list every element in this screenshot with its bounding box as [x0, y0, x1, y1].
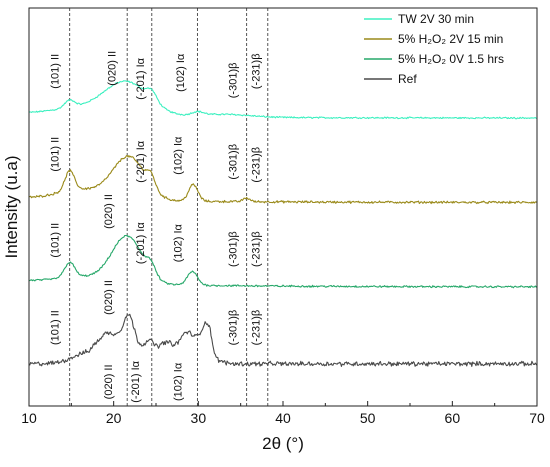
- peak-annotation: (102) Iα: [172, 223, 184, 262]
- peak-annotation: (020) II: [106, 51, 118, 86]
- peak-annotation: (102) Iα: [172, 136, 184, 175]
- legend-label-h2o2_2v: 5% H₂O₂ 2V 15 min: [398, 32, 503, 46]
- x-tick-label: 10: [21, 410, 37, 426]
- legend-label-tw: TW 2V 30 min: [398, 12, 474, 26]
- peak-annotation: (020) II: [103, 280, 115, 315]
- series-line-h2o2_0v: [28, 234, 538, 289]
- annotation-layer: (101) II (020) II (-201) Iα (102) Iα (-301)β…: [50, 51, 263, 403]
- peak-annotation: (020) II: [103, 364, 115, 399]
- series-line-h2o2_2v: [28, 154, 538, 205]
- series-line-ref: [28, 313, 538, 367]
- legend: TW 2V 30 min 5% H₂O₂ 2V 15 min 5% H₂O₂ 0V …: [364, 12, 504, 86]
- peak-annotation: (101) II: [50, 137, 62, 172]
- x-tick-label: 30: [191, 410, 207, 426]
- peak-annotation: (102) Iα: [175, 53, 187, 92]
- peak-annotation: (-301)β: [227, 231, 239, 267]
- peak-annotation: (102) Iα: [172, 362, 184, 401]
- x-axis-ticks: 10 20 30 40 50 60 70: [21, 401, 545, 426]
- peak-annotation: (-301)β: [227, 310, 239, 346]
- x-tick-label: 70: [529, 410, 545, 426]
- peak-annotation: (101) II: [50, 310, 62, 345]
- legend-label-h2o2_0v: 5% H₂O₂ 0V 1.5 hrs: [398, 52, 504, 66]
- peak-annotation: (-201) Iα: [130, 360, 142, 402]
- x-axis-label: 2θ (°): [262, 434, 304, 453]
- x-tick-label: 40: [275, 410, 291, 426]
- x-tick-label: 20: [106, 410, 122, 426]
- y-axis-label: Intensity (u.a): [2, 156, 21, 259]
- peak-annotation: (-231)β: [250, 53, 262, 89]
- peak-annotation: (101) II: [50, 54, 62, 89]
- peak-annotation: (020) II: [103, 194, 115, 229]
- series-layer: [28, 80, 538, 367]
- peak-annotation: (-201) Iα: [135, 140, 147, 182]
- legend-label-ref: Ref: [398, 72, 417, 86]
- peak-annotation: (-231)β: [250, 147, 262, 183]
- peak-annotation: (-231)β: [250, 231, 262, 267]
- peak-annotation: (-301)β: [227, 144, 239, 180]
- peak-annotation: (101) II: [50, 223, 62, 258]
- series-line-tw: [28, 80, 538, 120]
- peak-annotation: (-201) Iα: [135, 57, 147, 99]
- x-tick-label: 50: [360, 410, 376, 426]
- peak-annotation: (-301)β: [227, 63, 239, 99]
- peak-annotation: (-231)β: [250, 310, 262, 346]
- peak-annotation: (-201) Iα: [135, 222, 147, 264]
- x-tick-label: 60: [445, 410, 461, 426]
